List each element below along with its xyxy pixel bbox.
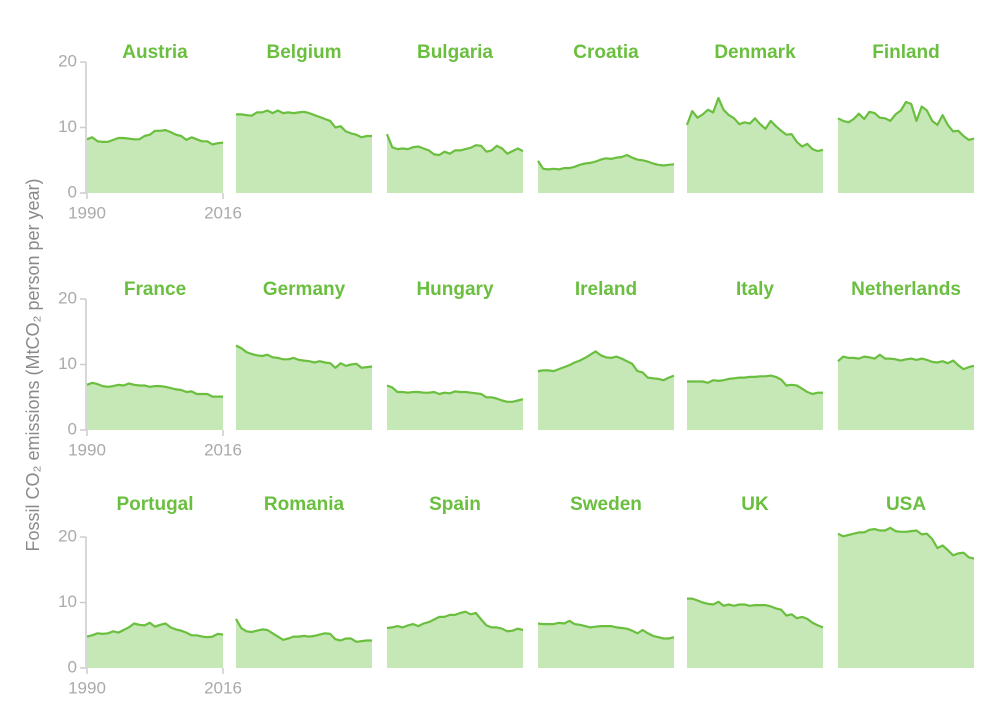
x-tick-label: 1990 [68, 203, 106, 222]
y-tick-label: 10 [58, 592, 77, 611]
area [387, 134, 523, 193]
area [87, 622, 223, 668]
line [837, 353, 975, 371]
panel-title: Bulgaria [417, 42, 493, 63]
area [387, 611, 523, 668]
line [385, 133, 524, 157]
area [538, 620, 674, 668]
panel-title: Netherlands [851, 279, 961, 300]
panel-title: Germany [263, 279, 346, 300]
x-tick-label: 1990 [68, 440, 106, 459]
area [687, 598, 823, 668]
area [538, 155, 674, 193]
line [235, 344, 373, 369]
panel-title: France [124, 279, 186, 300]
area [838, 354, 974, 430]
y-tick-label: 20 [58, 288, 77, 307]
y-tick-label: 0 [68, 657, 77, 676]
area [236, 110, 372, 193]
line [685, 96, 824, 153]
line [687, 374, 823, 396]
y-tick-label: 10 [58, 354, 77, 373]
line [86, 381, 223, 398]
panel-title: Croatia [573, 42, 639, 63]
panel-title: Belgium [267, 42, 342, 63]
panel-title: Hungary [416, 279, 494, 300]
area [236, 618, 372, 668]
area [387, 385, 523, 430]
y-axis-label: Fossil CO₂ emissions (MtCO₂ person per y… [23, 178, 43, 551]
y-tick-label: 20 [58, 51, 77, 70]
panel-title: Finland [872, 42, 940, 63]
area [87, 130, 223, 193]
y-tick-label: 10 [58, 117, 77, 136]
panel-title: USA [886, 494, 926, 515]
x-tick-label: 2016 [204, 440, 242, 459]
panel-title: Austria [122, 42, 188, 63]
line [386, 610, 524, 633]
line [537, 153, 675, 171]
area [838, 102, 974, 193]
area [87, 382, 223, 430]
line [537, 619, 675, 640]
panel-title: Italy [736, 279, 774, 300]
line [86, 129, 224, 146]
panel-title: Romania [264, 494, 345, 515]
area [538, 351, 674, 430]
panel-title: Ireland [575, 279, 637, 300]
area [687, 98, 823, 193]
y-tick-label: 20 [58, 526, 77, 545]
x-tick-label: 1990 [68, 678, 106, 697]
area [838, 527, 974, 668]
line [236, 109, 372, 139]
y-tick-label: 0 [68, 419, 77, 438]
line [837, 526, 975, 560]
area [236, 345, 372, 430]
panel-title: UK [741, 494, 769, 515]
panel-title: Sweden [570, 494, 642, 515]
line [86, 621, 224, 639]
line [837, 100, 975, 141]
y-tick-label: 0 [68, 182, 77, 201]
area [687, 375, 823, 430]
line [386, 384, 524, 403]
x-tick-label: 2016 [204, 678, 242, 697]
panel-title: Portugal [116, 494, 193, 515]
line [537, 350, 675, 382]
panel-title: Denmark [714, 42, 796, 63]
panel-title: Spain [429, 494, 481, 515]
line [235, 618, 372, 643]
line [687, 597, 824, 629]
x-tick-label: 2016 [204, 203, 242, 222]
